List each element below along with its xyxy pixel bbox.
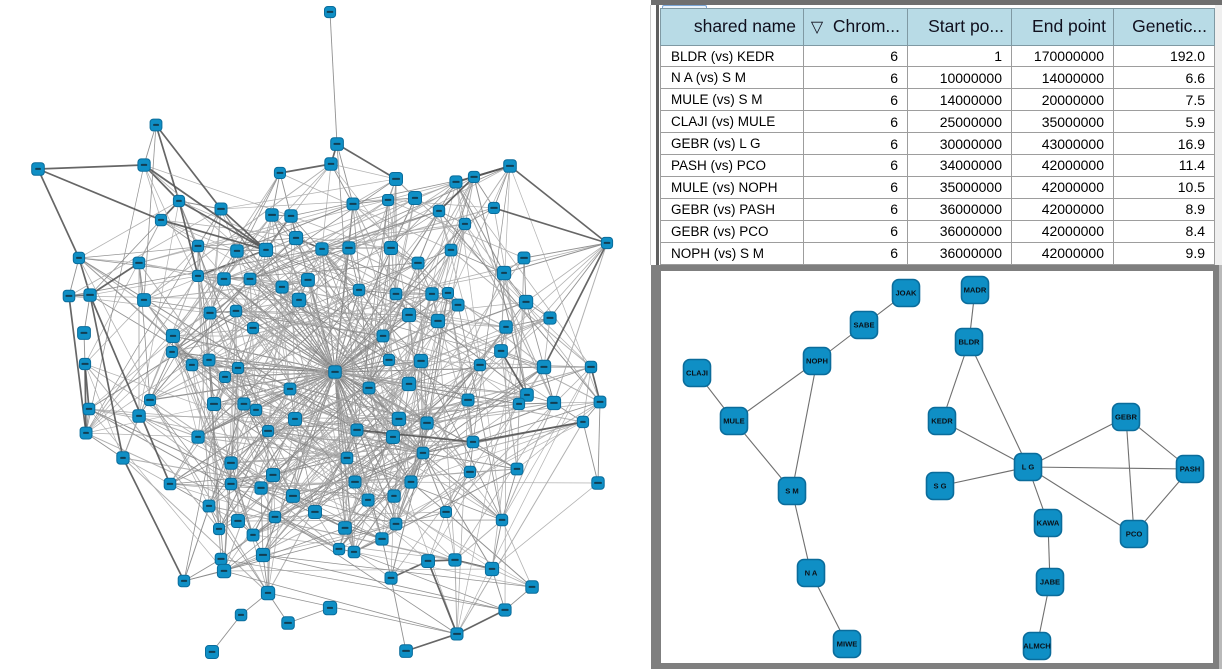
svg-text:S M: S M <box>785 487 799 496</box>
svg-text:CLAJI: CLAJI <box>686 369 708 378</box>
svg-text:JABE: JABE <box>1040 578 1060 587</box>
svg-text:NOPH: NOPH <box>806 357 828 366</box>
svg-text:KEDR: KEDR <box>931 417 953 426</box>
svg-text:JOAK: JOAK <box>895 289 917 298</box>
svg-text:ALMCH: ALMCH <box>1023 642 1050 651</box>
svg-text:N A: N A <box>805 569 818 578</box>
svg-text:KAWA: KAWA <box>1037 519 1060 528</box>
svg-text:L G: L G <box>1022 463 1035 472</box>
svg-text:PASH: PASH <box>1180 465 1201 474</box>
svg-text:S G: S G <box>933 482 946 491</box>
svg-text:PCO: PCO <box>1126 530 1143 539</box>
svg-text:SABE: SABE <box>853 321 874 330</box>
svg-text:MADR: MADR <box>964 286 987 295</box>
svg-text:BLDR: BLDR <box>958 338 980 347</box>
svg-text:GEBR: GEBR <box>1115 413 1137 422</box>
svg-text:MIWE: MIWE <box>837 640 858 649</box>
svg-text:MULE: MULE <box>723 417 745 426</box>
